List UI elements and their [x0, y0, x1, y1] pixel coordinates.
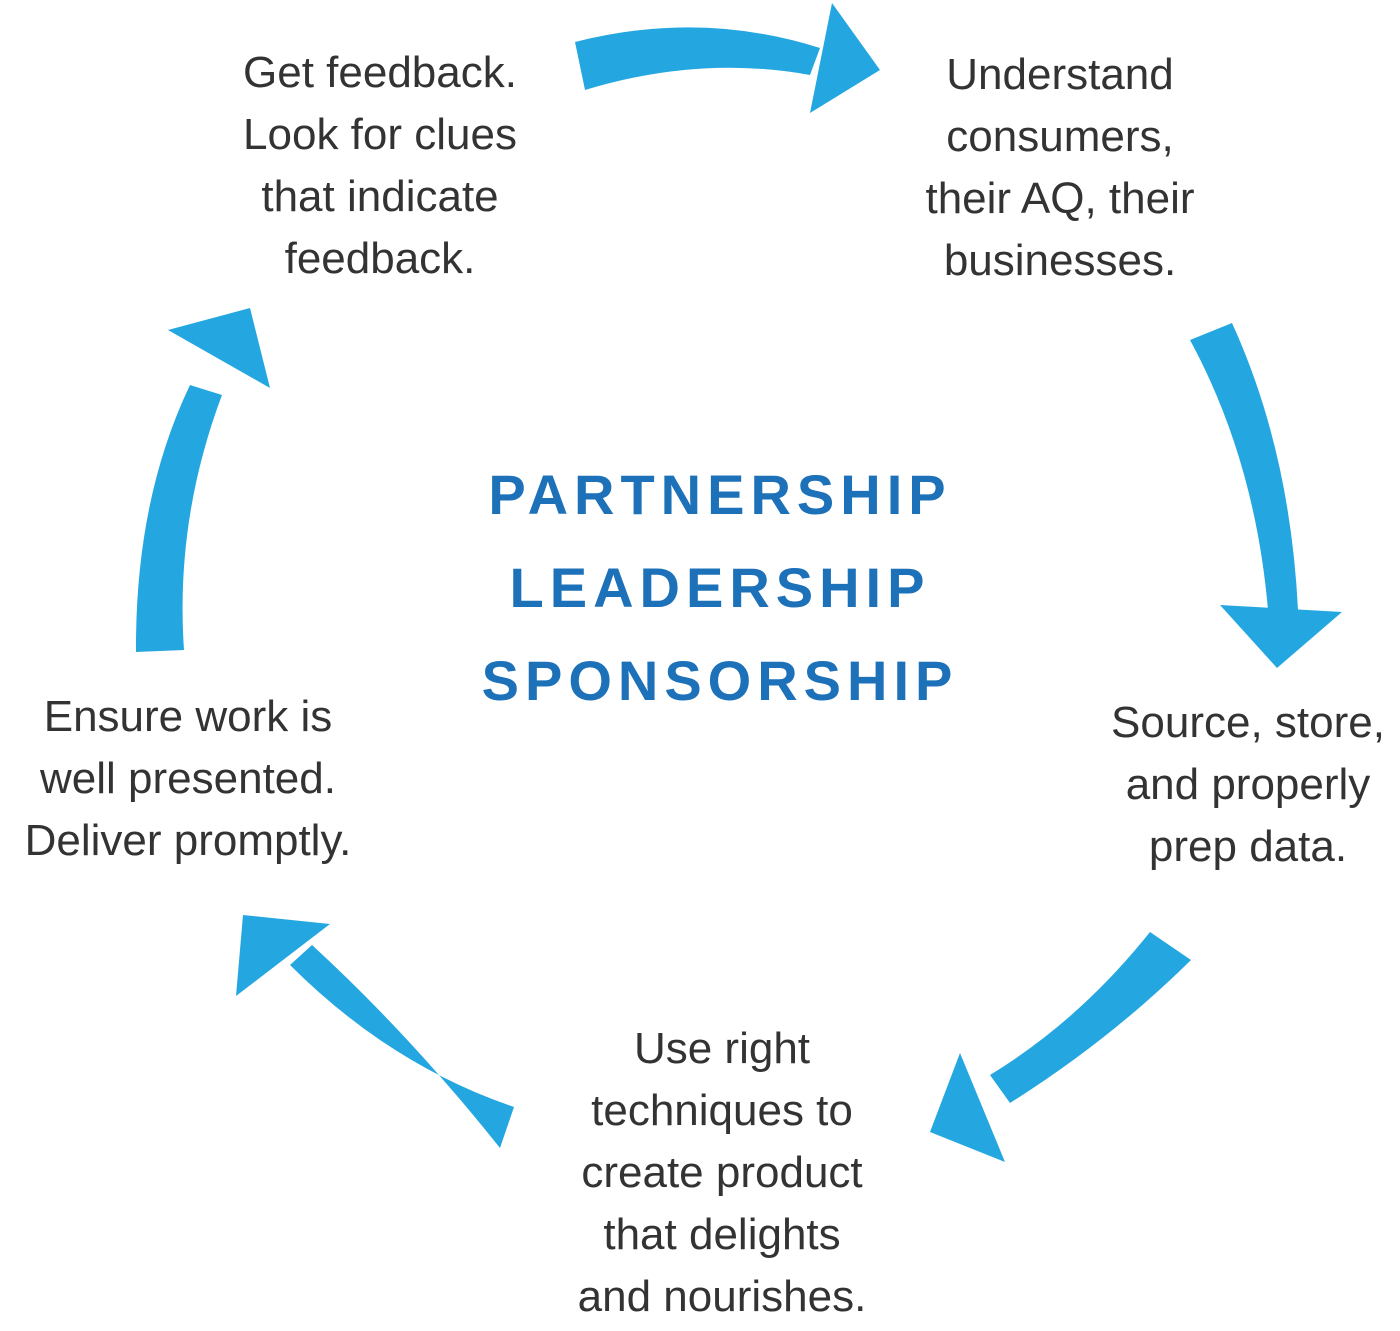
step-line: Understand — [946, 50, 1174, 99]
step-line: well presented. — [40, 754, 336, 803]
step-line: techniques to — [591, 1086, 853, 1135]
step-line: feedback. — [284, 234, 476, 283]
step-techniques: Use right techniques to create product t… — [522, 1018, 922, 1328]
center-values: PARTNERSHIP LEADERSHIP SPONSORSHIP — [370, 448, 1070, 727]
step-deliver: Ensure work is well presented. Deliver p… — [0, 686, 376, 872]
arrowhead — [236, 915, 330, 996]
step-feedback: Get feedback. Look for clues that indica… — [190, 42, 570, 290]
step-source: Source, store, and properly prep data. — [1098, 692, 1398, 878]
step-line: that delights — [603, 1210, 841, 1259]
arrow-shaft — [1190, 323, 1298, 610]
step-line: prep data. — [1148, 822, 1348, 871]
center-line-sponsorship: SPONSORSHIP — [481, 649, 959, 712]
center-line-leadership: LEADERSHIP — [509, 556, 931, 619]
arrowhead — [1220, 605, 1342, 668]
step-line: and nourishes. — [577, 1272, 867, 1321]
arrow-techniques-to-deliver — [236, 915, 514, 1148]
step-line: Look for clues — [243, 110, 517, 159]
arrow-shaft — [290, 945, 514, 1148]
step-line: Get feedback. — [243, 48, 517, 97]
center-line-partnership: PARTNERSHIP — [488, 463, 952, 526]
arrow-understand-to-source — [1190, 323, 1342, 668]
arrowhead — [930, 1053, 1005, 1162]
step-line: Source, store, — [1111, 698, 1385, 747]
step-understand: Understand consumers, their AQ, their bu… — [860, 44, 1260, 292]
arrowhead — [168, 308, 270, 388]
step-line: consumers, — [946, 112, 1174, 161]
arrow-shaft — [575, 27, 820, 90]
arrow-shaft — [135, 385, 222, 652]
arrow-deliver-to-feedback — [135, 308, 270, 652]
step-line: Ensure work is — [43, 692, 333, 741]
step-line: create product — [581, 1148, 863, 1197]
step-line: businesses. — [943, 236, 1177, 285]
arrow-shaft — [990, 932, 1191, 1103]
arrowhead — [810, 3, 880, 113]
step-line: Deliver promptly. — [24, 816, 352, 865]
step-line: their AQ, their — [925, 174, 1195, 223]
step-line: Use right — [633, 1024, 811, 1073]
step-line: that indicate — [261, 172, 499, 221]
arrow-feedback-to-understand — [575, 3, 880, 113]
step-line: and properly — [1125, 760, 1371, 809]
arrow-source-to-techniques — [930, 932, 1191, 1162]
